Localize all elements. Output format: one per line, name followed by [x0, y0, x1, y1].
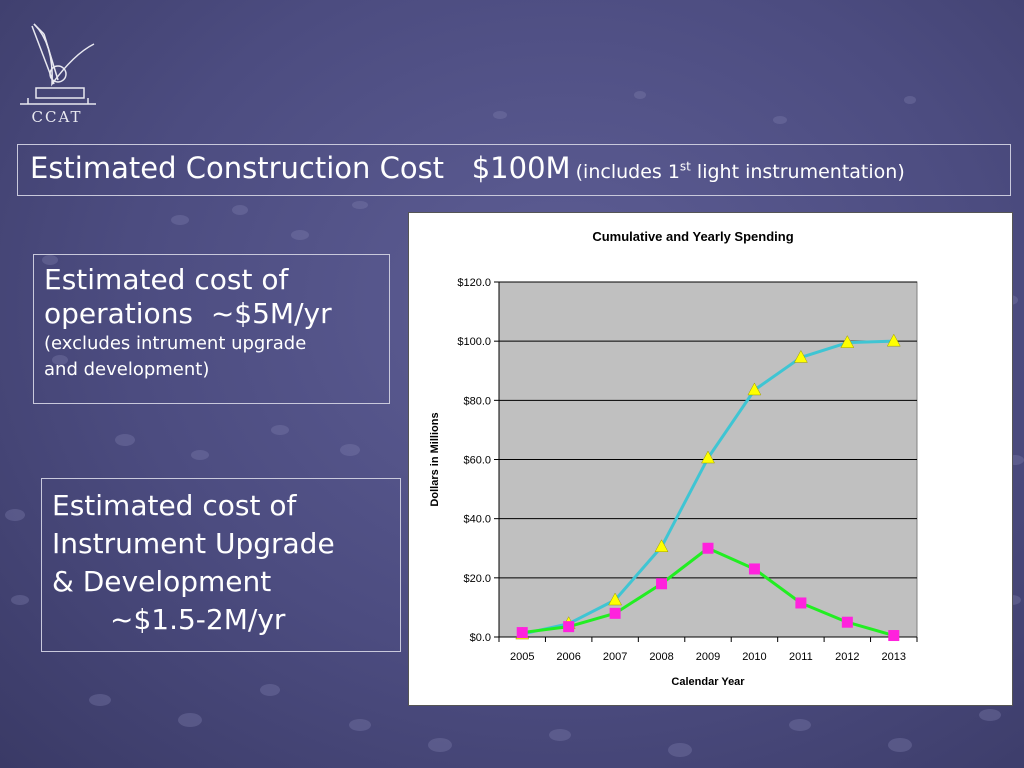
series-2-point [656, 578, 668, 590]
series-2-point [516, 627, 528, 639]
x-tick-label: 2009 [696, 651, 720, 663]
x-tick-label: 2007 [603, 651, 627, 663]
operations-line-2: operations ~$5M/yr [44, 297, 332, 330]
title-note: (includes 1st light instrumentation) [575, 159, 905, 183]
upgrade-cost-box: Estimated cost of Instrument Upgrade & D… [41, 478, 401, 652]
upgrade-line-1: Estimated cost of [52, 489, 297, 522]
operations-line-1: Estimated cost of [44, 263, 289, 296]
series-1-point [654, 539, 669, 553]
y-tick-label: $100.0 [457, 336, 491, 348]
x-tick-label: 2011 [789, 651, 813, 663]
page-title: Estimated Construction Cost $100M [30, 151, 571, 185]
y-tick-label: $0.0 [470, 632, 491, 644]
title-note-suffix: light instrumentation) [690, 161, 905, 183]
series-2-point [888, 630, 900, 642]
spending-chart: $0.0 $20.0 $40.0 $60.0 $80.0 $100.0 $120.0 2005… [429, 229, 918, 688]
upgrade-line-2: Instrument Upgrade [52, 527, 335, 560]
series-1-point [886, 333, 901, 347]
series-1-point [608, 592, 623, 606]
x-tick-label: 2010 [742, 651, 766, 663]
y-tick-label: $120.0 [457, 277, 491, 289]
series-2-point [702, 542, 714, 554]
x-tick-label: 2008 [649, 651, 673, 663]
logo-text: CCAT [31, 108, 83, 126]
upgrade-line-4: ~$1.5-2M/yr [110, 603, 286, 636]
series-1-point [747, 382, 762, 396]
operations-note-2: and development) [44, 359, 210, 380]
series-2-point [795, 597, 807, 609]
x-axis-label: Calendar Year [671, 676, 745, 688]
series-1-point [701, 450, 715, 464]
y-tick-label: $20.0 [463, 573, 491, 585]
operations-note-1: (excludes intrument upgrade [44, 333, 307, 354]
title-note-prefix: (includes 1 [575, 161, 680, 183]
x-tick-label: 2012 [835, 651, 859, 663]
series-2-point [563, 621, 575, 633]
title-box: Estimated Construction Cost $100M (inclu… [17, 144, 1011, 196]
series-2-point [841, 616, 853, 628]
chart-panel: $0.0 $20.0 $40.0 $60.0 $80.0 $100.0 $120.0 2005… [408, 212, 1013, 706]
y-axis-label: Dollars in Millions [429, 412, 441, 506]
title-note-superscript: st [679, 159, 691, 174]
telescope-logo [20, 23, 96, 105]
y-tick-label: $60.0 [463, 455, 491, 467]
operations-cost-box: Estimated cost of operations ~$5M/yr (ex… [33, 254, 390, 404]
x-tick-label: 2006 [556, 651, 580, 663]
upgrade-line-3: & Development [52, 565, 272, 598]
series-2-point [748, 563, 760, 575]
x-tick-label: 2005 [510, 651, 534, 663]
series-1-point [840, 335, 855, 348]
chart-title: Cumulative and Yearly Spending [592, 229, 793, 244]
y-tick-label: $40.0 [463, 514, 491, 526]
series-1-point [793, 349, 808, 363]
y-tick-label: $80.0 [463, 395, 491, 407]
x-tick-label: 2013 [882, 651, 906, 663]
series-2-point [609, 607, 621, 619]
